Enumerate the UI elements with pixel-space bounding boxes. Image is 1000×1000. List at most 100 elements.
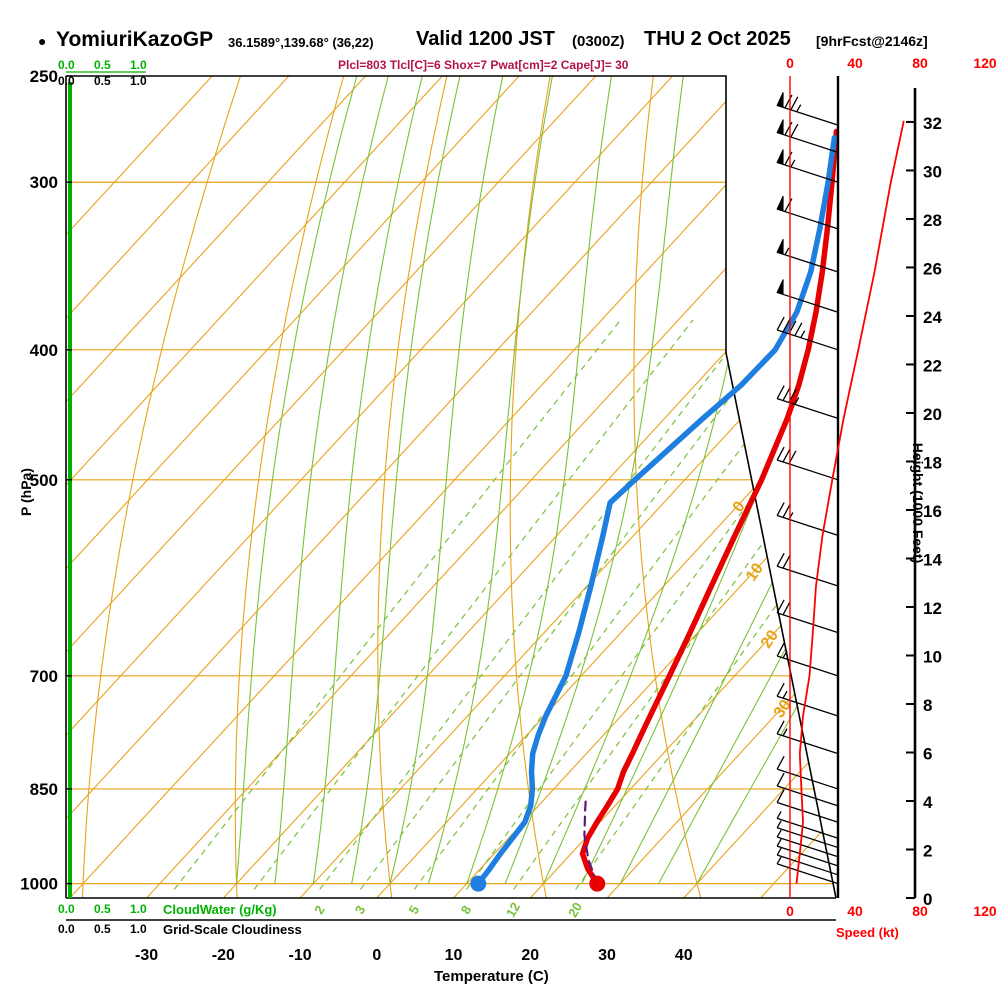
wind-barb-half-0: [776, 856, 782, 865]
isotherm--20: [222, 76, 836, 898]
temperature-tick--10: -10: [289, 947, 312, 964]
pressure-tick-400: 400: [30, 341, 58, 360]
mixing-ratio-label-5: 5: [406, 903, 423, 917]
wind-barb-half-21: [790, 159, 796, 168]
wind-barb-full-12: [782, 601, 791, 616]
pressure-tick-700: 700: [30, 667, 58, 686]
wind-barb-staff-21: [776, 161, 839, 183]
profile-parcel: [583, 794, 599, 885]
wind-barb-full-23: [784, 94, 793, 109]
height-tick-0: 0: [923, 890, 932, 909]
wind-barb-full-22: [784, 121, 793, 136]
wind-barb-half-1: [776, 847, 782, 856]
bottom-cloudiness-tick-1: 0.5: [94, 922, 111, 936]
wind-speed-curve: [795, 120, 905, 884]
isotherm--80: [66, 76, 520, 898]
wind-barb-staff-11: [776, 655, 839, 677]
height-tick-14: 14: [923, 550, 942, 569]
wind-barb-staff-23: [776, 104, 839, 126]
moist-adiabat-10: [466, 76, 613, 884]
mixing-ratio-2: [319, 319, 753, 890]
wind-barb-full-10: [776, 682, 785, 697]
dry-adiabat-20: [509, 76, 552, 898]
mixing-ratio-3: [360, 319, 790, 890]
wind-barb-full-15: [776, 446, 785, 461]
isotherm--120: [66, 76, 213, 898]
wind-barb-half-23: [796, 104, 802, 113]
height-tick-22: 22: [923, 356, 942, 375]
isotherm-50: [760, 76, 836, 898]
wind-barb-full-23: [790, 96, 799, 111]
valid-time-label: Valid 1200 JST: [416, 28, 555, 50]
pressure-tick-250: 250: [30, 67, 58, 86]
pressure-tick-300: 300: [30, 173, 58, 192]
wind-barb-full-17: [794, 322, 803, 337]
wind-barb-staff-10: [776, 695, 839, 717]
moist-adiabat-0: [389, 76, 504, 884]
forecast-tag: [9hrFcst@2146z]: [816, 33, 928, 49]
wind-barb-full-17: [782, 318, 791, 333]
height-tick-26: 26: [923, 259, 942, 278]
isotherm-20: [529, 76, 836, 898]
moist-adiabat--20: [236, 76, 358, 884]
wind-barb-staff-0: [776, 863, 839, 885]
wind-barb-staff-1: [776, 854, 839, 876]
speed-tick-top-80: 80: [912, 55, 928, 71]
wind-barb-full-21: [784, 151, 793, 166]
dry-adiabat-40: [633, 76, 702, 898]
station-marker-icon: ●: [38, 33, 47, 49]
dry-adiabat--40: [81, 76, 242, 898]
wind-barb-full-15: [782, 448, 791, 463]
wind-barb-staff-6: [776, 801, 839, 823]
speed-tick-bottom-40: 40: [847, 903, 863, 919]
wind-barb-staff-19: [776, 251, 839, 273]
station-coordinates: 36.1589°,139.68° (36,22): [228, 35, 374, 50]
speed-axis-label: Speed (kt): [836, 925, 899, 940]
moist-adiabat-15: [504, 76, 684, 884]
bottom-cloudwater-tick-1: 0.5: [94, 902, 111, 916]
wind-barb-staff-16: [776, 398, 839, 420]
moist-adiabat--5: [351, 76, 461, 884]
height-tick-8: 8: [923, 696, 932, 715]
wind-barb-half-9: [782, 728, 788, 737]
skewt-grid-group: [66, 76, 836, 898]
wind-barb-full-14: [776, 502, 785, 516]
temperature-tick-30: 30: [598, 947, 616, 964]
bottom-cloudiness-tick-2: 1.0: [130, 922, 147, 936]
top-cloudwater-tick-1: 0.5: [94, 58, 111, 72]
wind-barb-half-11: [782, 650, 788, 659]
pressure-tick-1000: 1000: [20, 875, 58, 894]
profile-dewpoint: [475, 135, 838, 887]
mixing-ratio-label-12: 12: [503, 900, 523, 920]
dry-adiabat-0: [377, 76, 448, 898]
speed-tick-bottom-0: 0: [786, 903, 794, 919]
speed-tick-bottom-80: 80: [912, 903, 928, 919]
mixing-ratio-20: [575, 404, 836, 890]
wind-barb-pennant-22: [776, 119, 784, 136]
top-cloudwater-tick-0: 0.0: [58, 58, 75, 72]
isotherm-label-right-10: 10: [743, 560, 767, 584]
wind-barb-half-5: [776, 811, 782, 819]
speed-tick-top-120: 120: [973, 55, 997, 71]
wind-barb-staff-17: [776, 329, 839, 351]
cloudiness-axis-label: Grid-Scale Cloudiness: [163, 922, 302, 937]
wind-barb-full-13: [776, 552, 785, 567]
isotherm--10: [299, 76, 836, 898]
height-tick-30: 30: [923, 162, 942, 181]
wind-barb-full-22: [790, 123, 799, 138]
wind-barb-staff-8: [776, 768, 839, 790]
isotherm--100: [66, 76, 367, 898]
isotherm-30: [606, 76, 836, 898]
isotherm--90: [66, 76, 443, 898]
height-tick-16: 16: [923, 502, 942, 521]
wind-barb-full-8: [776, 755, 785, 770]
wind-barb-full-6: [776, 789, 785, 803]
wind-barb-pennant-21: [776, 149, 784, 166]
mixing-ratio-label-3: 3: [352, 903, 369, 917]
bottom-cloudwater-tick-2: 1.0: [130, 902, 147, 916]
wind-barb-half-16: [794, 397, 800, 405]
mixing-ratio-0.4: [173, 319, 622, 890]
isotherm--50: [66, 76, 750, 898]
speed-tick-top-0: 0: [786, 55, 794, 71]
wind-barb-pennant-18: [776, 279, 784, 296]
